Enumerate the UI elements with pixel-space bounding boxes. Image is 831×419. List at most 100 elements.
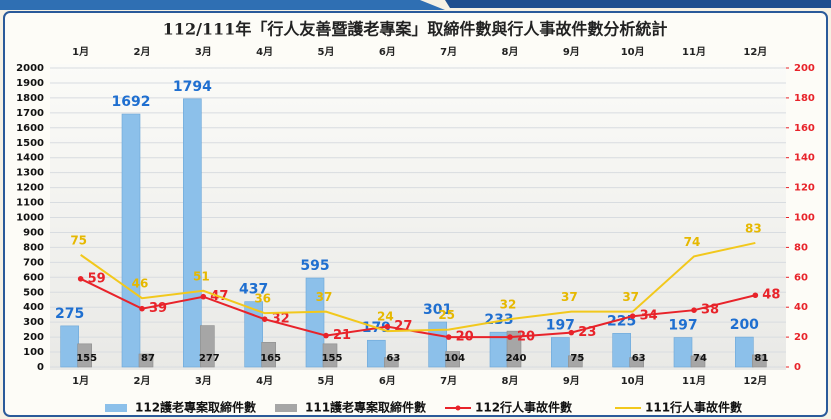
y-tick-label: 400 [23, 302, 44, 313]
bar-value-label: 165 [260, 353, 281, 364]
bar [261, 342, 276, 368]
bar-value-label: 200 [730, 317, 759, 333]
line-value-label: 75 [70, 233, 87, 247]
y-tick-label: 500 [23, 287, 44, 298]
bar [690, 355, 706, 368]
y-tick-label: 1700 [16, 108, 44, 119]
x-tick-label-top: 6月 [379, 46, 396, 58]
bar-value-label: 275 [55, 306, 84, 322]
line-value-label: 37 [316, 290, 333, 304]
y-tick-label: 600 [23, 272, 44, 283]
bar-value-label: 81 [754, 353, 768, 364]
line-series [80, 277, 756, 339]
x-tick-label: 11月 [682, 375, 706, 387]
bar [305, 277, 325, 368]
bar-value-label: 240 [506, 353, 527, 364]
line-value-label: 25 [438, 308, 455, 322]
legend-label: 111護老專案取締件數 [305, 400, 426, 415]
y-tick-label: 1900 [16, 78, 44, 89]
line-value-label: 32 [500, 298, 517, 312]
line-value-label: 37 [622, 290, 639, 304]
x-tick-label-top: 7月 [440, 46, 457, 58]
line-value-label: 39 [149, 301, 167, 316]
bar [612, 333, 631, 368]
bar [77, 343, 92, 368]
bar [629, 357, 644, 368]
bar-value-label: 277 [199, 353, 220, 364]
bar-value-label: 197 [546, 318, 575, 334]
bar [551, 337, 570, 368]
y2-tick-label: 60 [794, 272, 808, 283]
line-value-label: 21 [333, 328, 351, 343]
legend-label: 111行人事故件數 [645, 400, 742, 415]
x-tick-label-top: 4月 [256, 46, 273, 58]
y2-tick-label: 120 [794, 183, 815, 194]
x-tick-label-top: 2月 [134, 46, 151, 58]
x-tick-label-top: 1月 [72, 46, 89, 58]
x-tick-label: 3月 [195, 375, 212, 387]
bar [752, 354, 767, 368]
x-tick-label: 7月 [440, 375, 457, 387]
y2-tick-label: 180 [794, 93, 815, 104]
bar-value-label: 155 [76, 353, 97, 364]
y2-tick-label: 20 [794, 332, 808, 343]
y-tick-label: 300 [23, 317, 44, 328]
y2-tick-label: 160 [794, 123, 815, 134]
x-tick-label: 8月 [502, 375, 519, 387]
y2-tick-label: 200 [794, 63, 815, 74]
y-tick-label: 200 [23, 332, 44, 343]
x-tick-label: 5月 [318, 375, 335, 387]
bar [428, 321, 447, 368]
x-tick-label: 1月 [72, 375, 89, 387]
line-value-label: 34 [640, 309, 658, 324]
legend-label: 112護老專案取締件數 [135, 400, 256, 415]
line-point [261, 316, 268, 322]
legend-swatch [105, 404, 127, 412]
y-tick-label: 1500 [16, 138, 44, 149]
line-point [200, 293, 207, 300]
x-tick-label-top: 8月 [502, 46, 519, 58]
line-value-label: 20 [517, 330, 535, 345]
y2-tick-label: 140 [794, 153, 815, 164]
y-tick-label: 1100 [16, 198, 44, 209]
line-point [629, 313, 636, 319]
bar-value-label: 87 [141, 353, 155, 364]
bar-value-label: 63 [632, 353, 646, 364]
chart-title: 112/111年「行人友善暨護老專案」取締件數與行人事故件數分析統計 [163, 20, 668, 39]
header-strip [445, 0, 831, 8]
line-series [80, 241, 756, 333]
x-tick-label-top: 11月 [682, 46, 706, 58]
line-value-label: 20 [456, 330, 474, 345]
header-strip [0, 0, 445, 10]
line-point [568, 329, 575, 336]
line-value-label: 27 [394, 319, 412, 334]
line-value-label: 51 [193, 269, 210, 283]
y-tick-label: 700 [23, 257, 44, 268]
bar-value-label: 155 [322, 353, 343, 364]
line-point [507, 334, 513, 340]
x-tick-label: 9月 [563, 375, 580, 387]
bar [183, 98, 202, 368]
line-point [752, 292, 759, 299]
x-tick-label-top: 9月 [563, 46, 580, 58]
x-tick-label-top: 12月 [743, 46, 767, 58]
bar-value-label: 595 [300, 258, 329, 274]
bar [200, 325, 215, 368]
line-point [691, 307, 697, 313]
line-value-label: 74 [684, 235, 701, 249]
line-point [323, 332, 329, 339]
bar [568, 355, 583, 368]
line-value-label: 32 [272, 312, 290, 327]
bar-value-label: 75 [570, 353, 584, 364]
bar-value-label: 63 [386, 353, 400, 364]
x-tick-label-top: 5月 [318, 46, 335, 58]
line-value-label: 37 [561, 290, 578, 304]
line-value-label: 38 [701, 303, 719, 318]
line-value-label: 46 [132, 277, 149, 291]
y-tick-label: 1000 [16, 213, 44, 224]
line-value-label: 23 [578, 325, 596, 340]
bar-value-label: 301 [423, 302, 452, 318]
y-tick-label: 2000 [16, 63, 44, 74]
bar [244, 301, 263, 368]
line-value-label: 24 [377, 310, 394, 324]
